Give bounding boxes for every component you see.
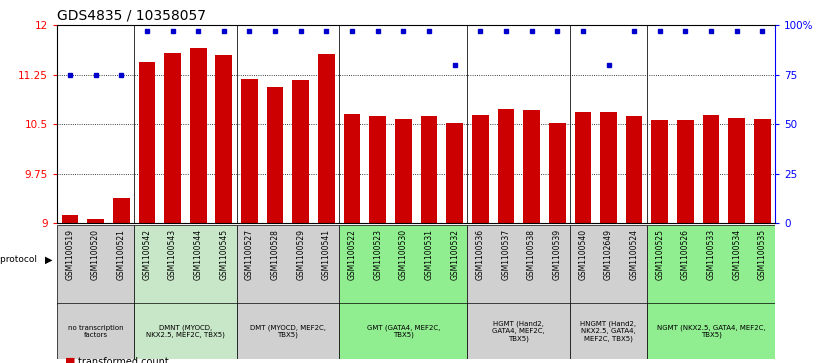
Text: GSM1100537: GSM1100537: [501, 229, 511, 280]
Bar: [570, 225, 647, 305]
Text: GSM1100523: GSM1100523: [373, 229, 382, 280]
Bar: [57, 225, 134, 305]
Text: GSM1100525: GSM1100525: [655, 229, 664, 280]
Bar: [446, 123, 463, 223]
Text: GSM1100520: GSM1100520: [91, 229, 100, 280]
Bar: [729, 118, 745, 223]
Bar: [677, 121, 694, 223]
Bar: [647, 303, 775, 359]
Text: ■: ■: [65, 356, 76, 363]
Bar: [549, 123, 565, 223]
Text: GSM1100535: GSM1100535: [758, 229, 767, 280]
Bar: [139, 62, 155, 223]
Bar: [651, 120, 668, 223]
Text: NGMT (NKX2.5, GATA4, MEF2C,
TBX5): NGMT (NKX2.5, GATA4, MEF2C, TBX5): [657, 324, 765, 338]
Bar: [339, 225, 468, 305]
Text: no transcription
factors: no transcription factors: [68, 325, 123, 338]
Bar: [339, 303, 468, 359]
Text: DMT (MYOCD, MEF2C,
TBX5): DMT (MYOCD, MEF2C, TBX5): [250, 324, 326, 338]
Bar: [370, 117, 386, 223]
Text: GSM1100527: GSM1100527: [245, 229, 254, 280]
Bar: [190, 49, 206, 223]
Bar: [318, 54, 335, 223]
Bar: [420, 117, 437, 223]
Bar: [113, 198, 130, 223]
Text: ▶: ▶: [45, 254, 52, 265]
Text: GSM1100533: GSM1100533: [707, 229, 716, 280]
Text: GSM1100545: GSM1100545: [220, 229, 228, 280]
Text: GSM1100544: GSM1100544: [193, 229, 202, 280]
Text: GSM1100524: GSM1100524: [630, 229, 639, 280]
Bar: [241, 79, 258, 223]
Bar: [164, 53, 181, 223]
Bar: [523, 110, 540, 223]
Text: GSM1100542: GSM1100542: [142, 229, 152, 280]
Bar: [703, 115, 720, 223]
Text: GSM1100543: GSM1100543: [168, 229, 177, 280]
Bar: [498, 109, 514, 223]
Text: GSM1100539: GSM1100539: [552, 229, 561, 280]
Text: GSM1100541: GSM1100541: [322, 229, 331, 280]
Text: GSM1100529: GSM1100529: [296, 229, 305, 280]
Text: protocol: protocol: [0, 255, 40, 264]
Text: GSM1100519: GSM1100519: [65, 229, 74, 280]
Bar: [395, 119, 411, 223]
Bar: [468, 303, 570, 359]
Text: GDS4835 / 10358057: GDS4835 / 10358057: [57, 9, 206, 23]
Bar: [647, 225, 775, 305]
Bar: [134, 303, 237, 359]
Text: GSM1100528: GSM1100528: [271, 229, 280, 280]
Bar: [570, 303, 647, 359]
Bar: [600, 113, 617, 223]
Text: transformed count: transformed count: [78, 356, 168, 363]
Text: HGMT (Hand2,
GATA4, MEF2C,
TBX5): HGMT (Hand2, GATA4, MEF2C, TBX5): [492, 321, 545, 342]
Bar: [237, 303, 339, 359]
Bar: [267, 87, 283, 223]
Text: GSM1100540: GSM1100540: [579, 229, 588, 280]
Bar: [57, 303, 134, 359]
Bar: [62, 215, 78, 223]
Bar: [344, 114, 361, 223]
Bar: [215, 55, 232, 223]
Text: GSM1100536: GSM1100536: [476, 229, 485, 280]
Text: GSM1100530: GSM1100530: [399, 229, 408, 280]
Bar: [134, 225, 237, 305]
Text: GSM1100522: GSM1100522: [348, 229, 357, 280]
Bar: [237, 225, 339, 305]
Text: DMNT (MYOCD,
NKX2.5, MEF2C, TBX5): DMNT (MYOCD, NKX2.5, MEF2C, TBX5): [146, 324, 224, 338]
Bar: [468, 225, 570, 305]
Bar: [292, 80, 309, 223]
Text: GSM1100526: GSM1100526: [681, 229, 690, 280]
Bar: [754, 119, 770, 223]
Bar: [87, 219, 104, 223]
Text: HNGMT (Hand2,
NKX2.5, GATA4,
MEF2C, TBX5): HNGMT (Hand2, NKX2.5, GATA4, MEF2C, TBX5…: [580, 321, 636, 342]
Text: GSM1100521: GSM1100521: [117, 229, 126, 280]
Text: GSM1100534: GSM1100534: [732, 229, 741, 280]
Bar: [472, 115, 489, 223]
Text: GSM1100532: GSM1100532: [450, 229, 459, 280]
Text: GSM1102649: GSM1102649: [604, 229, 613, 280]
Text: GSM1100538: GSM1100538: [527, 229, 536, 280]
Text: GMT (GATA4, MEF2C,
TBX5): GMT (GATA4, MEF2C, TBX5): [366, 324, 440, 338]
Bar: [626, 117, 642, 223]
Text: GSM1100531: GSM1100531: [424, 229, 433, 280]
Bar: [574, 113, 591, 223]
